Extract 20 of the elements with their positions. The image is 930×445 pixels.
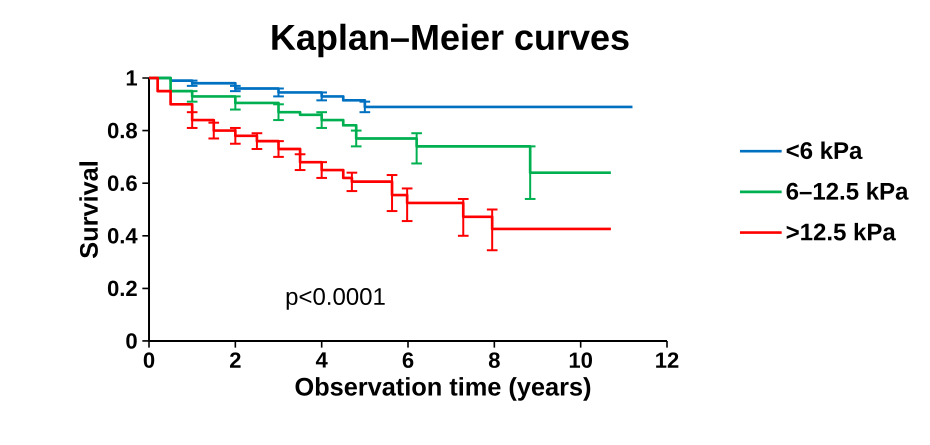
x-tick-label: 0 xyxy=(144,352,154,368)
x-tick-label: 12 xyxy=(656,352,678,368)
y-tick-label: 0 xyxy=(126,333,137,349)
y-tick-label: 1 xyxy=(126,70,138,86)
y-tick-label: 0.4 xyxy=(108,228,138,244)
legend-label: >12.5 kPa xyxy=(786,222,896,241)
x-tick-label: 2 xyxy=(230,352,241,368)
x-tick-label: 6 xyxy=(402,352,414,368)
x-tick-label: 4 xyxy=(316,352,328,368)
legend-label: <6 kPa xyxy=(786,141,863,160)
chart-title: Kaplan–Meier curves xyxy=(272,24,629,58)
y-tick-label: 0.6 xyxy=(108,175,137,191)
y-tick-label: 0.2 xyxy=(108,280,137,296)
x-tick-label: 8 xyxy=(488,352,500,368)
annotation: p<0.0001 xyxy=(286,288,385,310)
x-tick-label: 10 xyxy=(570,352,592,368)
x-axis-title: Observation time (years) xyxy=(296,377,590,401)
y-axis-title: Survival xyxy=(79,162,98,258)
y-tick-label: 0.8 xyxy=(108,122,137,138)
legend-label: 6–12.5 kPa xyxy=(786,182,909,200)
